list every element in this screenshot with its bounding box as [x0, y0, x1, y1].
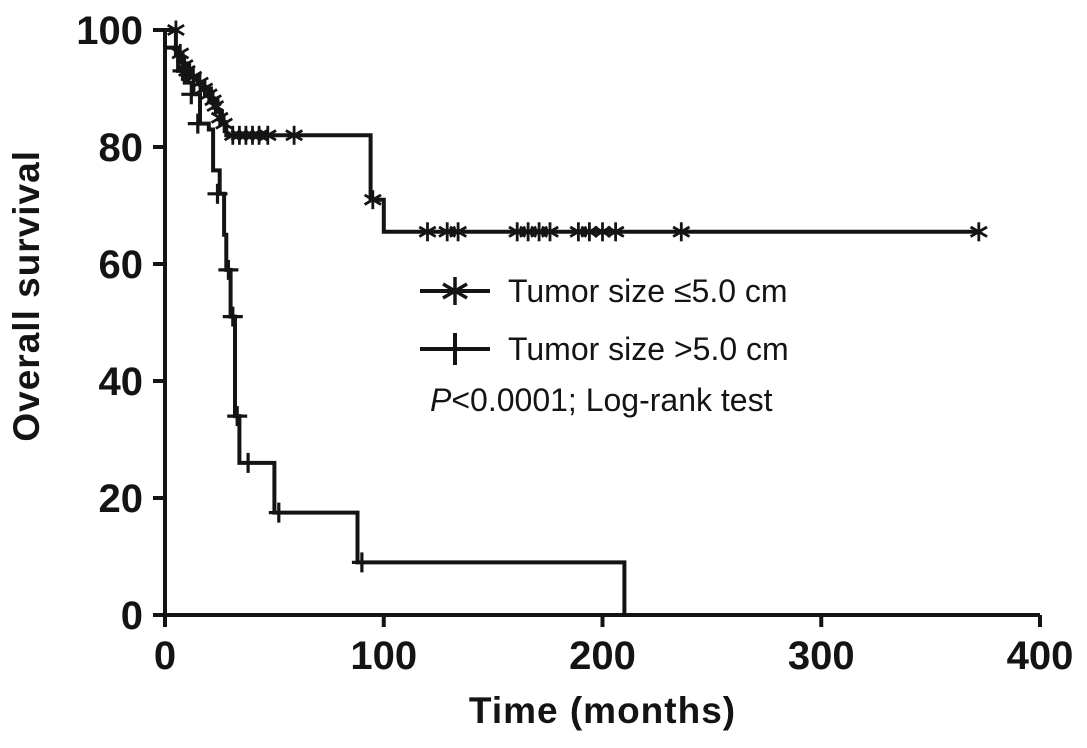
plus-censor-mark	[172, 60, 193, 81]
plus-marker-icon	[420, 333, 490, 365]
y-tick-label: 0	[121, 594, 143, 638]
x-tick-label: 200	[569, 634, 636, 678]
x-axis-label: Time (months)	[468, 690, 737, 731]
chart-legend: Tumor size ≤5.0 cm Tumor size >5.0 cm P<…	[416, 264, 789, 419]
asterisk-censor-mark	[363, 190, 382, 210]
plus-censor-mark	[218, 259, 239, 280]
axes: 0 100 200 300 400 0 20 40 60 80 100	[76, 9, 1073, 678]
asterisk-censor-mark	[285, 125, 304, 145]
asterisk-censor-mark	[215, 114, 234, 134]
plus-censor-mark	[351, 552, 372, 573]
y-tick-label: 100	[76, 9, 143, 53]
plus-censor-mark	[187, 113, 208, 134]
asterisk-censor-mark	[672, 222, 691, 242]
asterisk-censor-mark	[418, 222, 437, 242]
x-tick-label: 400	[1007, 634, 1074, 678]
y-tick-label: 80	[99, 126, 144, 170]
asterisk-marker-icon	[420, 277, 490, 305]
x-tick-label: 100	[350, 634, 417, 678]
asterisk-censor-mark	[258, 125, 277, 145]
plus-censor-mark	[222, 306, 243, 327]
asterisk-censor-mark	[541, 222, 559, 242]
pvalue-text: <0.0001; Log-rank test	[451, 382, 773, 418]
legend-label-tumor-small: Tumor size ≤5.0 cm	[508, 272, 788, 309]
x-tick-label: 300	[788, 634, 855, 678]
pvalue-p-symbol: P	[430, 382, 452, 418]
asterisk-censor-mark	[166, 20, 185, 40]
plus-censor-mark	[181, 84, 202, 105]
pvalue-annotation: P<0.0001; Log-rank test	[430, 382, 789, 419]
y-tick-label: 60	[99, 243, 144, 287]
asterisk-censor-mark	[606, 222, 625, 242]
plus-censor-mark	[238, 452, 259, 473]
plus-censor-mark	[268, 502, 289, 523]
legend-item-tumor-small: Tumor size ≤5.0 cm	[416, 264, 789, 318]
y-tick-label: 20	[99, 477, 144, 521]
legend-label-tumor-large: Tumor size >5.0 cm	[508, 330, 789, 367]
y-tick-label: 40	[99, 360, 144, 404]
plus-censor-mark	[207, 183, 228, 204]
y-axis-label: Overall survival	[6, 150, 47, 442]
plus-censor-mark	[227, 406, 248, 427]
asterisk-censor-mark	[449, 222, 468, 242]
x-tick-label: 0	[154, 634, 176, 678]
legend-item-tumor-large: Tumor size >5.0 cm	[416, 322, 789, 376]
asterisk-censor-mark	[969, 222, 988, 242]
